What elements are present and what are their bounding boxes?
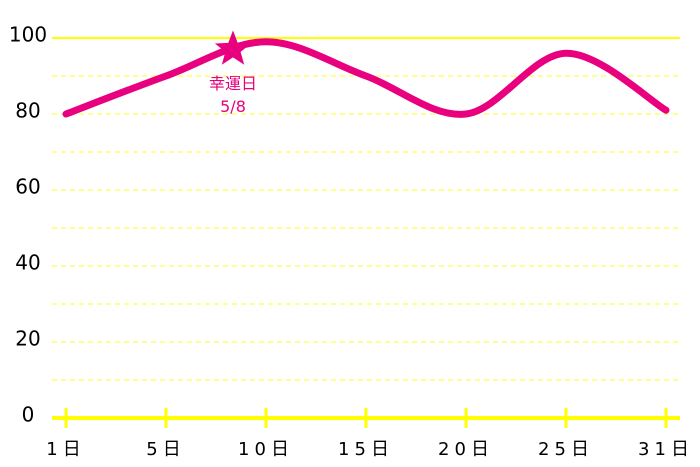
y-tick-label: 40 (15, 251, 40, 275)
x-tick-label: 10日 (238, 439, 294, 460)
y-tick-label: 60 (15, 175, 40, 199)
y-tick-label: 80 (15, 99, 40, 123)
x-tick-label: 31日 (638, 439, 694, 460)
x-tick-label: 15日 (338, 439, 394, 460)
annotation-label: 幸運日 (209, 74, 257, 93)
y-tick-label: 20 (15, 327, 40, 351)
x-tick-label: 1日 (46, 439, 85, 460)
y-tick-label: 0 (22, 403, 35, 427)
lucky-star (214, 30, 252, 65)
annotation-date: 5/8 (220, 97, 246, 116)
x-tick-label: 5日 (146, 439, 185, 460)
x-tick-label: 25日 (538, 439, 594, 460)
line (62, 38, 670, 118)
x-tick-label: 20日 (438, 439, 494, 460)
y-tick-label: 100 (9, 23, 47, 47)
